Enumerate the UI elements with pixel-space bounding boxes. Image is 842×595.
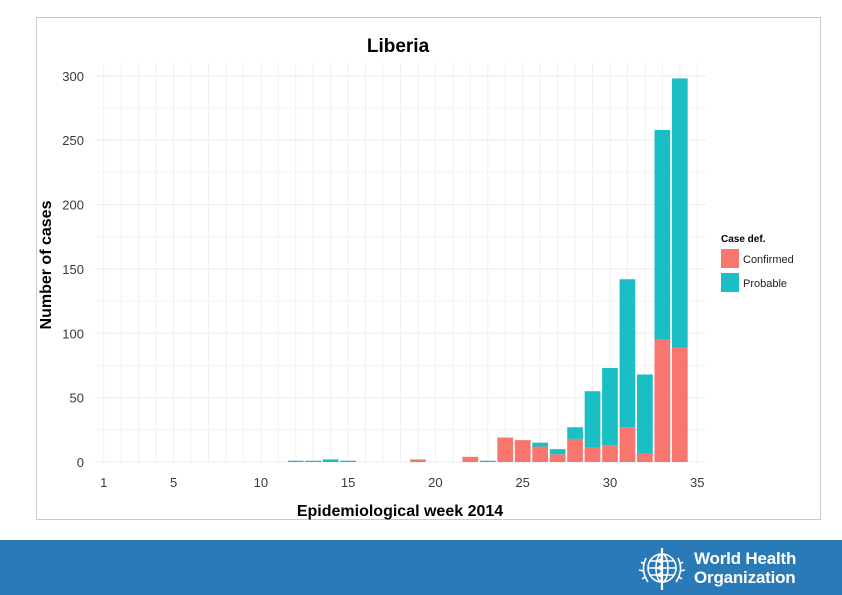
y-tick-label: 50 xyxy=(70,391,84,406)
legend-swatch-confirmed xyxy=(721,249,739,268)
bar-confirmed-week-25 xyxy=(514,440,531,462)
bars xyxy=(287,78,688,462)
who-logo: World Health Organization xyxy=(636,544,796,592)
who-emblem-icon xyxy=(638,548,686,590)
y-tick-label: 300 xyxy=(62,69,84,84)
x-tick-label: 10 xyxy=(254,475,268,490)
footer-bar: World Health Organization xyxy=(0,540,842,595)
bar-probable-week-13 xyxy=(305,460,322,462)
y-axis-label: Number of cases xyxy=(38,200,55,329)
org-name-line1: World Health xyxy=(694,549,797,568)
bar-probable-week-26 xyxy=(532,442,549,447)
x-tick-label: 15 xyxy=(341,475,355,490)
bar-probable-week-29 xyxy=(584,391,601,448)
bar-confirmed-week-32 xyxy=(637,452,653,462)
org-name-line2: Organization xyxy=(694,568,796,587)
y-tick-label: 200 xyxy=(62,198,84,213)
bar-confirmed-week-19 xyxy=(410,459,426,462)
bar-confirmed-week-24 xyxy=(497,437,514,462)
bar-probable-week-33 xyxy=(654,129,671,340)
x-tick-label: 30 xyxy=(603,475,617,490)
x-tick-label: 25 xyxy=(515,475,529,490)
y-tick-label: 0 xyxy=(77,455,84,470)
y-axis-ticks: 0 50 100 150 200 250 300 xyxy=(62,69,84,470)
bar-confirmed-week-27 xyxy=(549,454,566,462)
x-axis-label: Epidemiological week 2014 xyxy=(297,503,503,520)
bar-probable-week-15 xyxy=(340,460,356,462)
bar-probable-week-31 xyxy=(619,279,636,428)
bar-probable-week-23 xyxy=(479,460,496,462)
legend-label-confirmed: Confirmed xyxy=(743,254,794,266)
who-wordmark: World Health Organization xyxy=(694,549,796,587)
x-tick-label: 35 xyxy=(690,475,704,490)
bar-probable-week-32 xyxy=(637,374,653,453)
bar-confirmed-week-33 xyxy=(654,339,671,462)
x-tick-label: 20 xyxy=(428,475,442,490)
bar-confirmed-week-29 xyxy=(584,447,601,462)
bar-confirmed-week-22 xyxy=(462,456,479,462)
x-tick-label: 1 xyxy=(100,475,107,490)
y-tick-label: 150 xyxy=(62,262,84,277)
bar-probable-week-28 xyxy=(567,427,583,439)
y-tick-label: 250 xyxy=(62,133,84,148)
bar-probable-week-12 xyxy=(287,460,304,462)
bar-confirmed-week-26 xyxy=(532,446,549,462)
chart-title: Liberia xyxy=(367,36,430,57)
bar-confirmed-week-34 xyxy=(671,347,688,462)
legend-title: Case def. xyxy=(721,234,766,245)
bar-confirmed-week-31 xyxy=(619,427,636,462)
bar-probable-week-27 xyxy=(549,449,566,455)
bar-confirmed-week-28 xyxy=(567,438,583,462)
legend-label-probable: Probable xyxy=(743,278,787,290)
bar-confirmed-week-30 xyxy=(602,445,618,462)
bar-probable-week-14 xyxy=(322,459,339,462)
x-axis-ticks: 1 5 10 15 20 25 30 35 xyxy=(100,475,704,490)
legend-swatch-probable xyxy=(721,273,739,292)
x-tick-label: 5 xyxy=(170,475,177,490)
y-tick-label: 100 xyxy=(62,326,84,341)
bar-probable-week-30 xyxy=(602,368,618,446)
bar-probable-week-34 xyxy=(671,78,688,348)
legend: Case def. Confirmed Probable xyxy=(721,234,794,292)
